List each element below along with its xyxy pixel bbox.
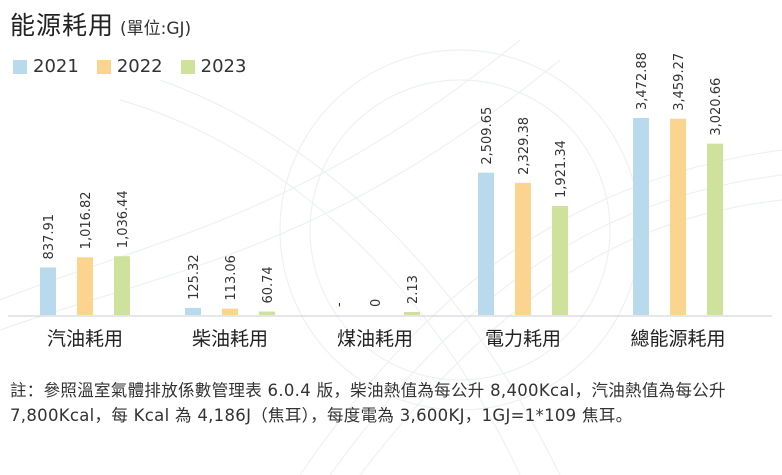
legend-label-2021: 2021 bbox=[33, 56, 79, 77]
data-label-2022-4: 2,329.38 bbox=[517, 117, 532, 175]
bar-2022-5 bbox=[670, 118, 686, 315]
bar-2023-5 bbox=[707, 143, 723, 315]
category-label-1: 汽油耗用 bbox=[47, 328, 123, 350]
data-label-2021-5: 3,472.88 bbox=[635, 52, 650, 110]
bar-2022-2 bbox=[222, 308, 238, 315]
legend-item-2022: 2022 bbox=[96, 56, 163, 77]
legend-label-2023: 2023 bbox=[200, 56, 247, 77]
legend-label-2022: 2022 bbox=[116, 56, 163, 77]
legend-item-2023: 2023 bbox=[180, 56, 247, 77]
legend-swatch-2023 bbox=[180, 59, 195, 74]
data-label-2022-5: 3,459.27 bbox=[672, 53, 687, 111]
data-label-2023-5: 3,020.66 bbox=[709, 78, 724, 136]
data-label-2021-2: 125.32 bbox=[187, 254, 202, 300]
chart-unit: (單位:GJ) bbox=[120, 19, 192, 39]
data-label-2023-3: 2.13 bbox=[406, 275, 421, 304]
bar-2023-3 bbox=[404, 312, 420, 315]
legend: 2021 2022 2023 bbox=[13, 56, 246, 77]
chart-title-row: 能源耗用 (單位:GJ) bbox=[10, 6, 191, 42]
footnote: 註：參照溫室氣體排放係數管理表 6.0.4 版，柴油熱值為每公升 8,400Kc… bbox=[10, 381, 726, 425]
bar-2021-4 bbox=[478, 172, 494, 315]
bar-2021-1 bbox=[40, 267, 56, 315]
bar-2022-4 bbox=[515, 182, 531, 315]
data-label-2023-1: 1,036.44 bbox=[116, 190, 131, 248]
legend-swatch-2022 bbox=[96, 59, 111, 74]
data-label-2021-1: 837.91 bbox=[42, 214, 57, 260]
bar-2021-5 bbox=[633, 118, 649, 315]
bar-2023-2 bbox=[259, 311, 275, 315]
data-label-2021-4: 2,509.65 bbox=[480, 107, 495, 165]
data-label-2023-2: 60.74 bbox=[261, 266, 276, 303]
data-label-2023-4: 1,921.34 bbox=[554, 140, 569, 198]
category-label-3: 煤油耗用 bbox=[337, 328, 413, 350]
bar-2023-4 bbox=[552, 206, 568, 315]
bar-2022-1 bbox=[77, 257, 93, 315]
category-label-4: 電力耗用 bbox=[485, 328, 561, 350]
bar-2021-2 bbox=[185, 307, 201, 315]
data-label-2022-2: 113.06 bbox=[224, 255, 239, 301]
bar-chart: 837.91 1,016.82 1,036.44 汽油耗用 125.32 113.06 60… bbox=[8, 52, 772, 350]
legend-swatch-2021 bbox=[13, 59, 27, 74]
legend-item-2021: 2021 bbox=[13, 56, 79, 77]
data-label-2022-1: 1,016.82 bbox=[79, 191, 94, 249]
data-label-2021-3: - bbox=[332, 302, 347, 307]
category-label-5: 總能源耗用 bbox=[630, 328, 725, 350]
data-label-2022-3: 0 bbox=[369, 299, 384, 307]
chart-title: 能源耗用 bbox=[10, 11, 115, 40]
bar-2023-1 bbox=[114, 256, 130, 315]
category-label-2: 柴油耗用 bbox=[192, 328, 268, 350]
